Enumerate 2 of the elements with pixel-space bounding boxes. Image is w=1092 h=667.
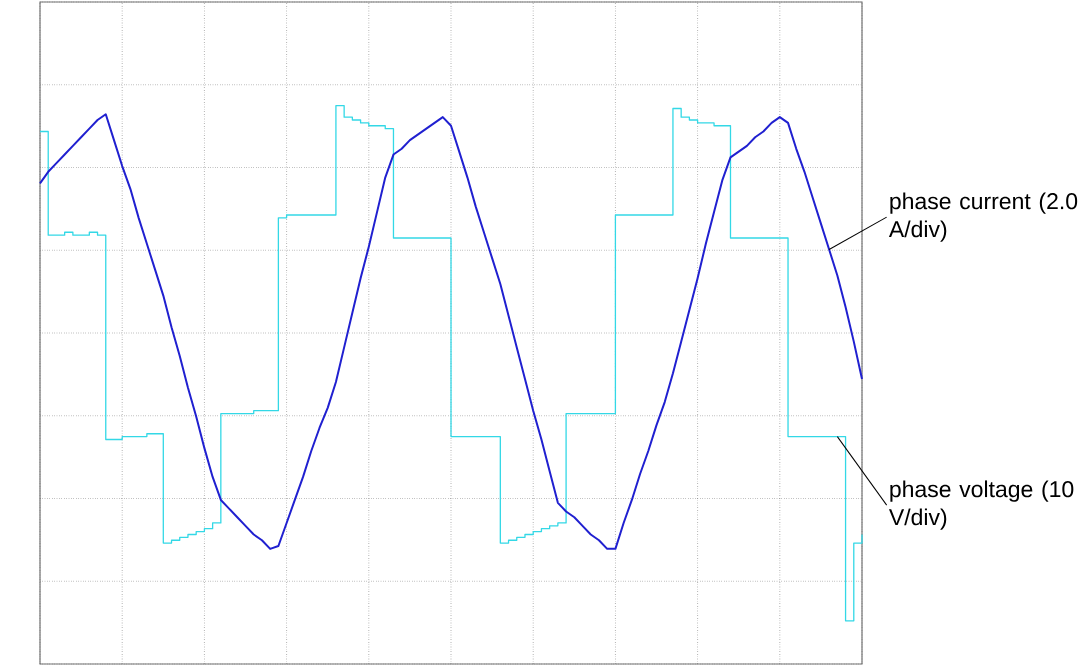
text: phase current (2.0 A/div) [888,192,1078,242]
series-label: phase voltage (10 V/div) [888,480,1074,530]
